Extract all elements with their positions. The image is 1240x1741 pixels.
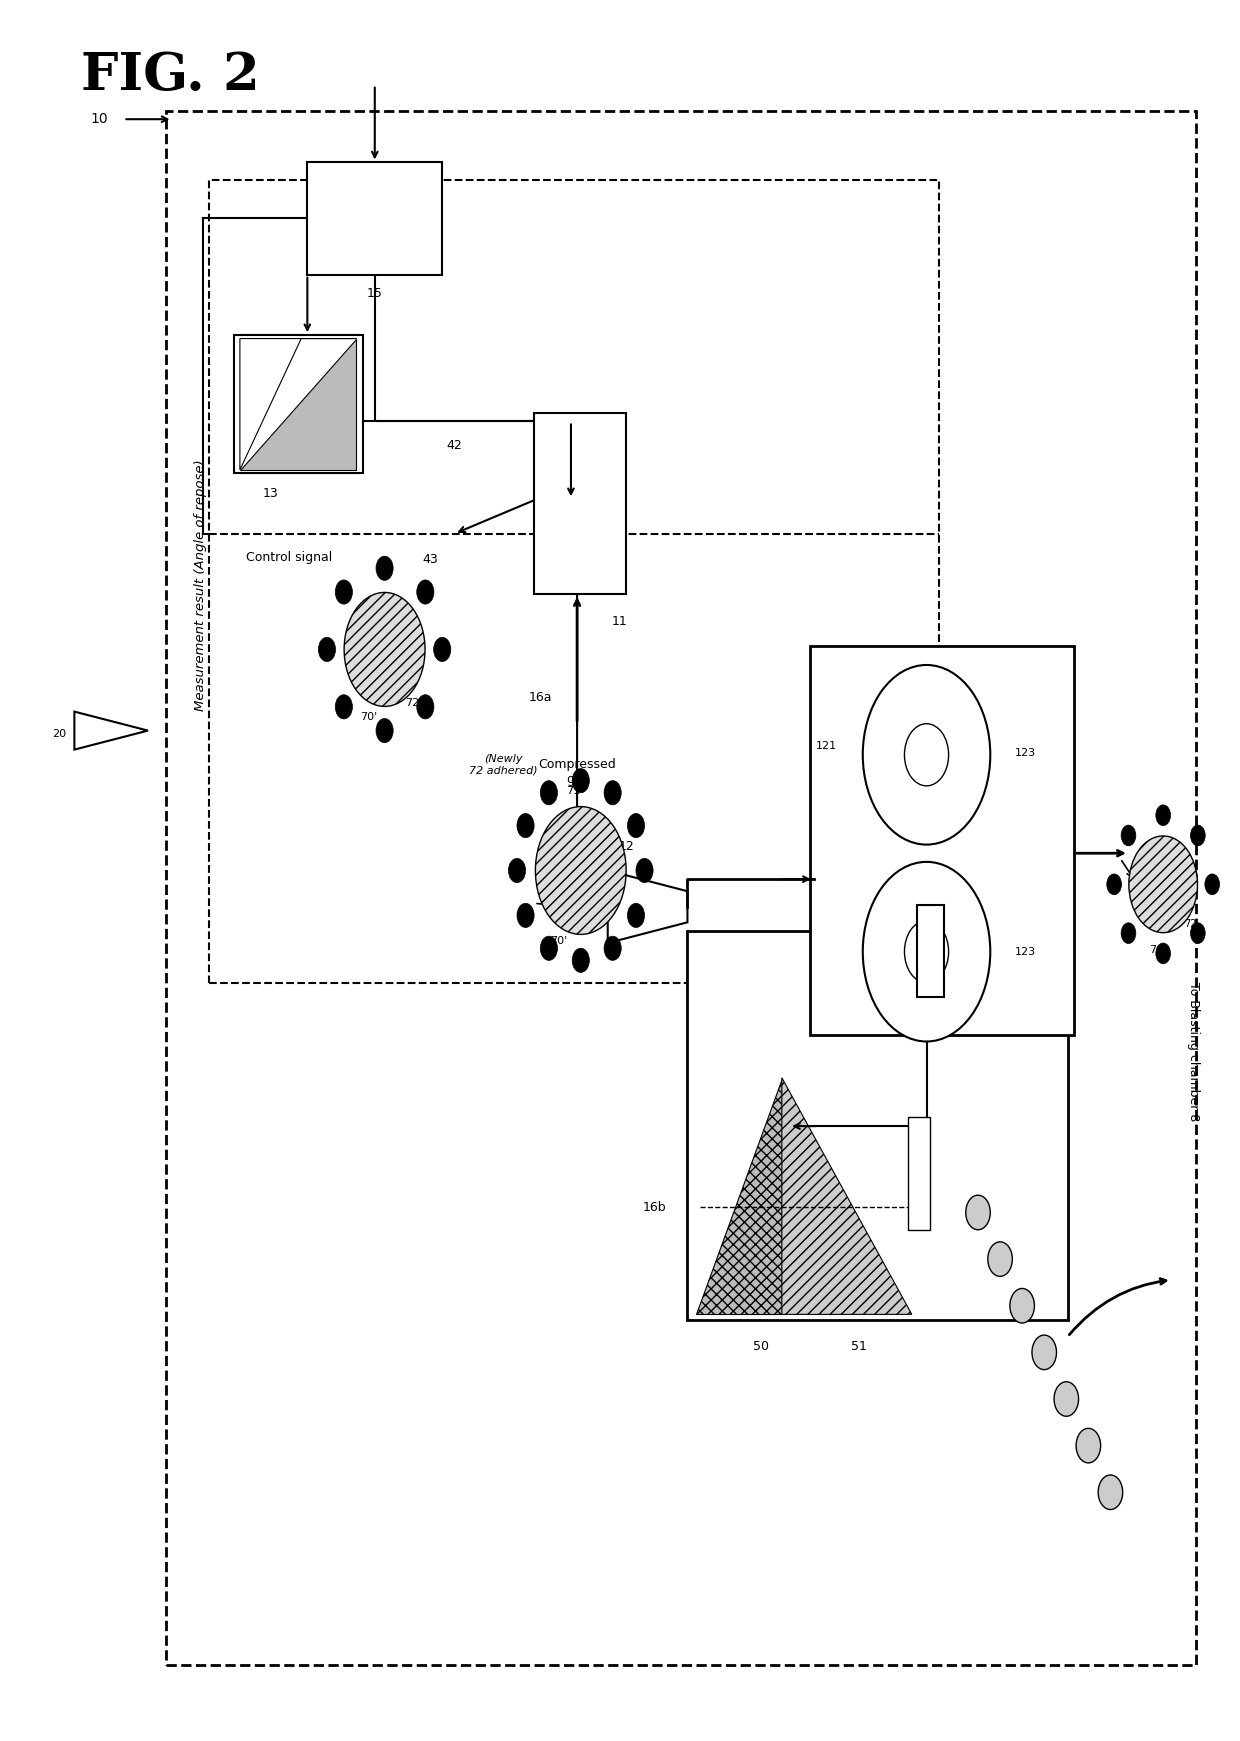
Bar	[810, 646, 1074, 1034]
Circle shape	[636, 858, 653, 883]
Text: 123: 123	[1014, 947, 1035, 956]
Circle shape	[1156, 944, 1171, 965]
Circle shape	[541, 780, 558, 804]
Circle shape	[863, 862, 991, 1041]
Bar	[687, 931, 1068, 1320]
Circle shape	[572, 768, 589, 792]
Text: 20: 20	[52, 729, 66, 740]
Text: 121: 121	[816, 742, 837, 750]
Circle shape	[604, 780, 621, 804]
Text: Measurement result (Angle of repose): Measurement result (Angle of repose)	[195, 460, 207, 712]
Circle shape	[1205, 874, 1220, 895]
Text: 16a: 16a	[529, 691, 553, 705]
Text: 123: 123	[1014, 749, 1035, 757]
Text: 11: 11	[613, 615, 627, 629]
Circle shape	[536, 806, 626, 935]
Bar	[234, 334, 362, 474]
Circle shape	[627, 813, 645, 837]
Text: 71: 71	[567, 787, 580, 796]
Circle shape	[1054, 1382, 1079, 1415]
Circle shape	[904, 724, 949, 785]
Circle shape	[1107, 874, 1121, 895]
Text: 42: 42	[446, 439, 463, 451]
Text: 16b: 16b	[644, 1201, 667, 1213]
Text: 12: 12	[619, 841, 634, 853]
Circle shape	[988, 1241, 1012, 1276]
Text: 43: 43	[423, 554, 439, 566]
Circle shape	[434, 637, 451, 662]
Bar	[916, 905, 944, 996]
Circle shape	[1128, 836, 1198, 933]
Circle shape	[417, 695, 434, 719]
Circle shape	[1099, 1475, 1122, 1509]
Circle shape	[1032, 1335, 1056, 1370]
Bar	[534, 413, 626, 594]
Text: 71: 71	[377, 571, 392, 580]
Text: 13: 13	[263, 487, 279, 500]
Text: 71: 71	[1187, 865, 1199, 876]
Circle shape	[1076, 1428, 1101, 1462]
Circle shape	[376, 719, 393, 743]
Circle shape	[572, 949, 589, 973]
Text: Control signal: Control signal	[246, 550, 332, 564]
Circle shape	[345, 592, 425, 707]
Circle shape	[319, 637, 336, 662]
Bar	[308, 162, 443, 275]
Text: 70: 70	[1148, 945, 1163, 954]
Circle shape	[966, 1196, 991, 1229]
Circle shape	[517, 904, 534, 928]
Polygon shape	[782, 1078, 911, 1314]
Polygon shape	[608, 870, 687, 944]
Circle shape	[517, 813, 534, 837]
Bar	[908, 1118, 930, 1229]
Polygon shape	[239, 338, 356, 470]
Text: (Newly
72 adhered): (Newly 72 adhered)	[469, 754, 538, 775]
Circle shape	[541, 937, 558, 961]
Circle shape	[904, 921, 949, 982]
Text: 15: 15	[367, 287, 383, 299]
Circle shape	[376, 555, 393, 580]
Circle shape	[604, 937, 621, 961]
Text: 70': 70'	[551, 937, 568, 945]
Circle shape	[335, 580, 352, 604]
Text: 14: 14	[961, 947, 977, 959]
Text: 72: 72	[610, 848, 625, 858]
Text: 10: 10	[91, 111, 108, 125]
Circle shape	[1121, 923, 1136, 944]
Bar	[210, 179, 939, 982]
Circle shape	[335, 695, 352, 719]
Polygon shape	[239, 338, 356, 470]
Circle shape	[1156, 804, 1171, 825]
Text: 72: 72	[405, 698, 419, 709]
Circle shape	[1190, 825, 1205, 846]
Bar	[166, 111, 1197, 1664]
Circle shape	[508, 858, 526, 883]
Circle shape	[627, 904, 645, 928]
Text: To Blasting chamber 8: To Blasting chamber 8	[1188, 982, 1200, 1121]
Polygon shape	[74, 712, 148, 750]
Circle shape	[863, 665, 991, 844]
Circle shape	[1190, 923, 1205, 944]
Circle shape	[1009, 1288, 1034, 1323]
Polygon shape	[696, 1078, 782, 1314]
Text: 51: 51	[851, 1341, 867, 1353]
Text: Compressed
gas: Compressed gas	[538, 759, 616, 787]
Text: 72: 72	[1184, 919, 1197, 930]
Text: 50: 50	[753, 1341, 769, 1353]
Circle shape	[1121, 825, 1136, 846]
Text: FIG. 2: FIG. 2	[81, 50, 259, 101]
Text: 70': 70'	[360, 712, 377, 721]
Circle shape	[417, 580, 434, 604]
